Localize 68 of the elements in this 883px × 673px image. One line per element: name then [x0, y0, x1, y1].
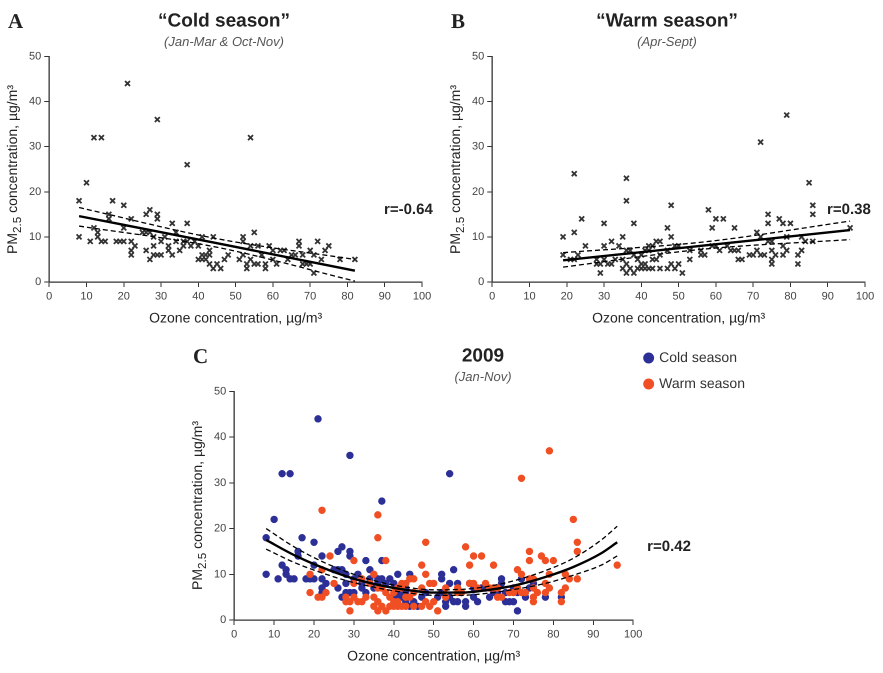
- x-tick-label: 100: [624, 628, 642, 641]
- y-tick-label: 30: [214, 476, 226, 489]
- x-tick-label: 60: [710, 290, 722, 303]
- legend-label: Warm season: [659, 374, 746, 391]
- x-axis-title: Ozone concentration, µg/m³: [592, 309, 766, 326]
- x-tick-label: 80: [341, 290, 354, 303]
- chart-subtitle: (Apr-Sept): [637, 34, 697, 50]
- y-tick-label: 10: [214, 568, 226, 580]
- x-tick-label: 100: [856, 290, 874, 303]
- x-axis-title: Ozone concentration, µg/m³: [149, 309, 322, 326]
- x-tick-label: 30: [598, 290, 610, 303]
- x-tick-label: 0: [489, 290, 496, 303]
- x-tick-label: 90: [822, 290, 834, 303]
- legend-label: Cold season: [659, 348, 737, 365]
- y-tick-label: 30: [472, 140, 484, 153]
- y-tick-label: 40: [472, 96, 484, 108]
- y-tick-label: 0: [220, 614, 226, 626]
- chart-title: “Warm season”: [596, 10, 738, 32]
- x-tick-label: 50: [229, 290, 242, 303]
- x-tick-label: 70: [304, 290, 316, 303]
- y-tick-label: 0: [35, 276, 42, 288]
- chart-title: 2009: [462, 346, 504, 367]
- x-tick-label: 60: [467, 628, 480, 641]
- y-tick-label: 40: [28, 96, 42, 108]
- text: r=0.42: [647, 538, 691, 555]
- x-tick-label: 10: [523, 290, 536, 303]
- x-tick-label: 40: [388, 628, 400, 641]
- y-tick-label: 50: [28, 50, 42, 62]
- y-tick-label: 50: [472, 50, 484, 62]
- x-tick-label: 20: [118, 290, 130, 303]
- x-tick-label: 60: [266, 290, 280, 303]
- x-tick-label: 50: [428, 628, 440, 641]
- text: A: [8, 8, 24, 33]
- x-tick-label: 10: [268, 628, 280, 641]
- x-tick-label: 80: [784, 290, 797, 303]
- y-tick-label: 20: [472, 186, 484, 198]
- x-axis-title: Ozone concentration, µg/m³: [347, 647, 521, 664]
- y-tick-label: 20: [28, 186, 42, 198]
- x-tick-label: 0: [46, 290, 52, 303]
- y-tick-label: 10: [28, 230, 42, 243]
- text: C: [193, 344, 208, 368]
- x-tick-label: 30: [348, 628, 360, 641]
- x-tick-label: 70: [507, 628, 520, 641]
- annotation: r=-0.64: [384, 200, 434, 218]
- annotation: r=0.38: [827, 200, 871, 218]
- chart-subtitle: (Jan-Nov): [454, 369, 512, 384]
- chart-subtitle: (Jan-Mar & Oct-Nov): [164, 34, 284, 50]
- x-tick-label: 20: [308, 628, 320, 641]
- x-tick-label: 0: [231, 628, 238, 641]
- y-tick-label: 20: [214, 522, 226, 535]
- text: B: [451, 8, 466, 33]
- y-tick-label: 40: [214, 431, 226, 444]
- x-tick-label: 40: [635, 290, 648, 303]
- x-tick-label: 100: [412, 290, 432, 303]
- x-tick-label: 10: [80, 290, 93, 303]
- x-tick-label: 70: [747, 290, 760, 303]
- x-tick-label: 90: [378, 290, 391, 303]
- x-tick-label: 80: [547, 628, 560, 641]
- x-tick-label: 40: [192, 290, 204, 303]
- x-tick-label: 50: [672, 290, 685, 303]
- x-tick-label: 30: [154, 290, 168, 303]
- x-tick-label: 20: [560, 290, 573, 303]
- y-tick-label: 10: [472, 230, 484, 243]
- chart-title: “Cold season”: [158, 10, 290, 32]
- y-tick-label: 0: [478, 276, 484, 288]
- y-tick-label: 30: [28, 140, 42, 153]
- y-tick-label: 50: [214, 385, 226, 398]
- x-tick-label: 90: [587, 628, 600, 641]
